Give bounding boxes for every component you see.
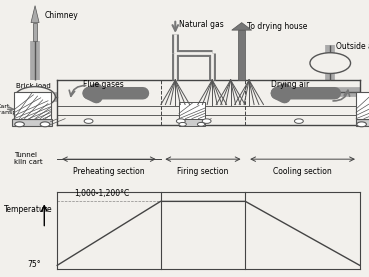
Circle shape [179,122,186,126]
Bar [14,92,51,119]
Polygon shape [33,23,38,42]
Circle shape [294,119,303,123]
Circle shape [40,122,50,127]
Text: Flue gases: Flue gases [83,79,124,89]
Polygon shape [232,23,252,30]
Circle shape [357,122,366,127]
Text: 1,000-1,200°C: 1,000-1,200°C [74,189,129,198]
Text: Firing section: Firing section [177,167,229,176]
Circle shape [202,119,211,123]
Text: To drying house: To drying house [247,22,308,31]
Circle shape [197,122,205,126]
Bar [356,92,369,119]
Text: Brick load: Brick load [16,83,51,89]
Bar [356,119,369,126]
Text: Chimney: Chimney [44,11,78,20]
Text: Tunnel
kiln cart: Tunnel kiln cart [14,152,43,165]
Text: Cooling section: Cooling section [273,167,332,176]
Circle shape [176,119,185,123]
Text: Drying air: Drying air [271,79,310,89]
Polygon shape [31,6,39,23]
Bar [179,119,205,126]
Text: Temperature: Temperature [4,205,52,214]
Circle shape [15,122,24,127]
Text: Natural gas: Natural gas [179,20,224,29]
Text: 75°: 75° [27,260,41,269]
Text: Cart
transport: Cart transport [0,104,25,115]
Text: Outside air: Outside air [336,42,369,51]
Bar [12,119,52,126]
Text: Preheating section: Preheating section [73,167,145,176]
Bar [179,102,205,119]
Circle shape [84,119,93,123]
Polygon shape [238,30,245,80]
Circle shape [15,87,55,107]
Circle shape [310,53,351,73]
